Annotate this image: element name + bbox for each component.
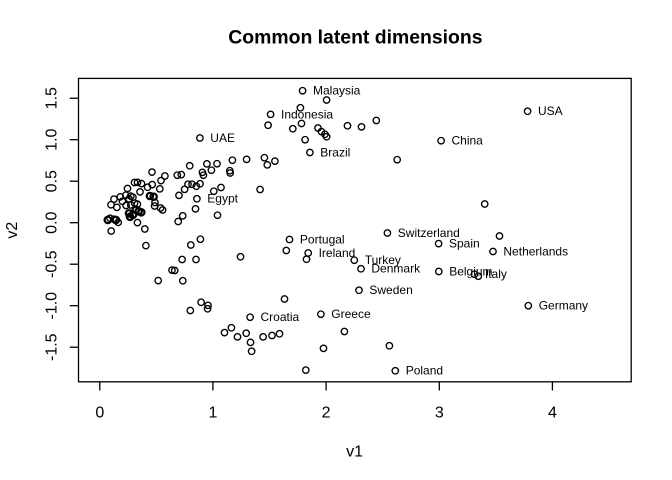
svg-text:Brazil: Brazil <box>320 145 350 159</box>
svg-text:Sweden: Sweden <box>369 283 412 297</box>
svg-text:0.0: 0.0 <box>44 211 61 233</box>
svg-text:v2: v2 <box>4 222 21 239</box>
svg-text:-1.0: -1.0 <box>44 292 61 320</box>
svg-text:Italy: Italy <box>485 267 507 281</box>
svg-text:China: China <box>452 134 484 148</box>
svg-text:-0.5: -0.5 <box>44 250 61 278</box>
svg-text:0.5: 0.5 <box>44 170 61 192</box>
svg-text:1.0: 1.0 <box>44 128 61 150</box>
svg-text:Indonesia: Indonesia <box>281 107 333 121</box>
svg-text:1: 1 <box>208 404 217 421</box>
svg-text:Denmark: Denmark <box>371 262 421 276</box>
svg-text:Poland: Poland <box>406 364 443 378</box>
svg-text:Spain: Spain <box>449 237 480 251</box>
svg-text:0: 0 <box>95 404 104 421</box>
svg-text:Croatia: Croatia <box>261 310 300 324</box>
svg-text:3: 3 <box>435 404 444 421</box>
svg-text:Common latent dimensions: Common latent dimensions <box>228 27 482 49</box>
svg-text:Turkey: Turkey <box>365 253 401 267</box>
svg-text:v1: v1 <box>346 443 363 460</box>
svg-text:1.5: 1.5 <box>44 87 61 109</box>
svg-text:Switzerland: Switzerland <box>398 226 460 240</box>
svg-text:Portugal: Portugal <box>300 232 345 246</box>
svg-text:USA: USA <box>538 104 563 118</box>
svg-text:Greece: Greece <box>331 307 371 321</box>
svg-text:UAE: UAE <box>210 131 235 145</box>
svg-text:4: 4 <box>548 404 557 421</box>
svg-text:Malaysia: Malaysia <box>313 84 361 98</box>
svg-text:Netherlands: Netherlands <box>503 244 568 258</box>
svg-text:Ireland: Ireland <box>319 246 356 260</box>
svg-text:2: 2 <box>322 404 331 421</box>
svg-text:Germany: Germany <box>539 299 588 313</box>
svg-text:-1.5: -1.5 <box>44 333 61 361</box>
svg-text:Egypt: Egypt <box>207 192 238 206</box>
